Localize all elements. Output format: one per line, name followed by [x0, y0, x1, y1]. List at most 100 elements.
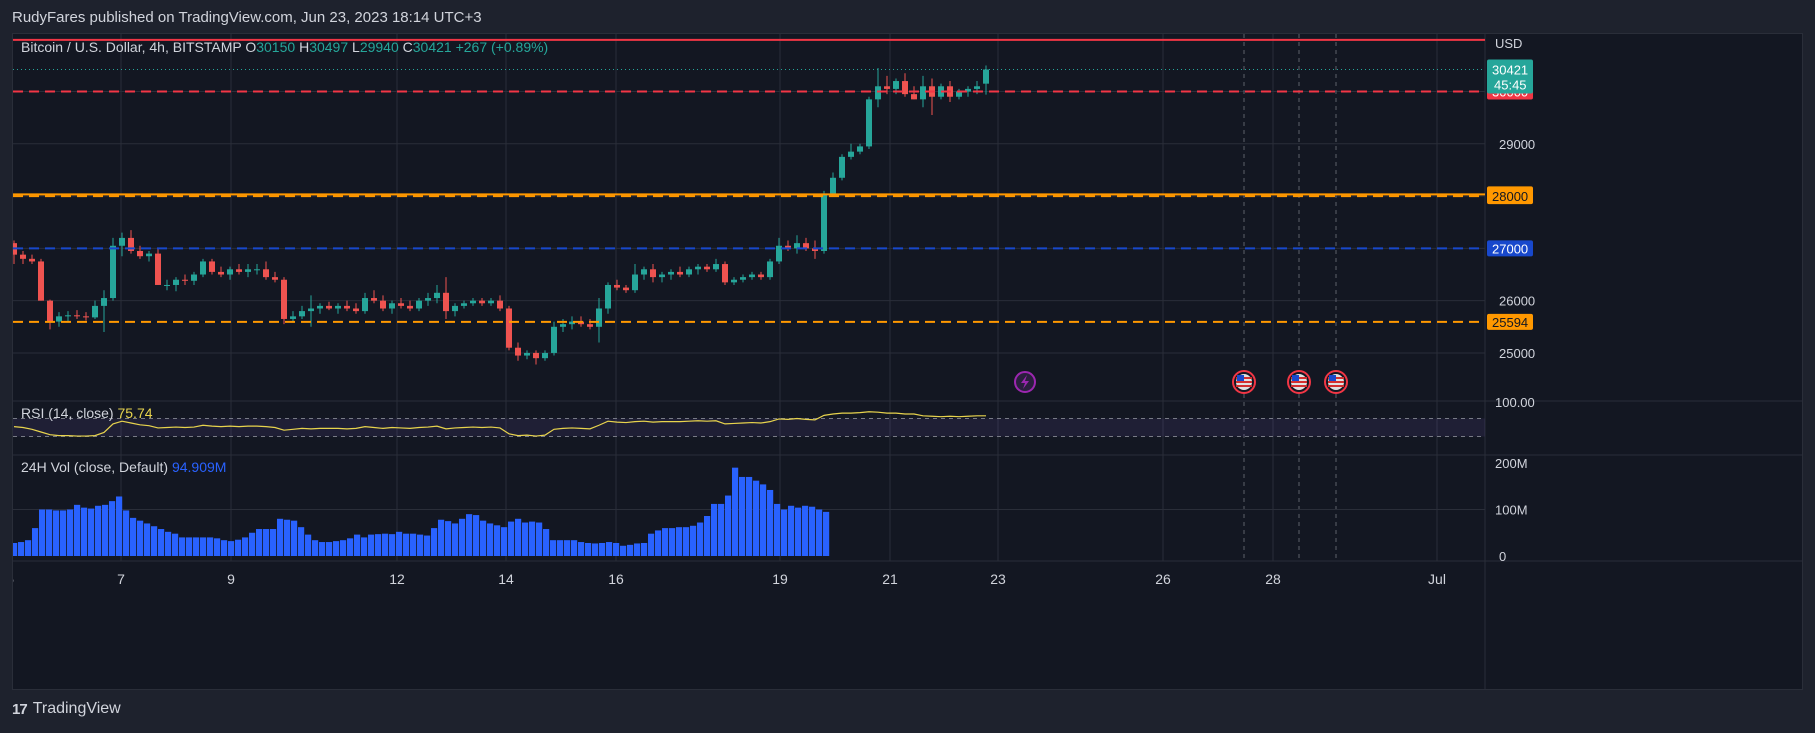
- chart-frame[interactable]: 250002600029000USD3000028032280002700025…: [12, 33, 1803, 690]
- candle: [173, 277, 179, 292]
- volume-bar: [445, 521, 452, 556]
- volume-bar: [130, 517, 137, 556]
- volume-bar: [585, 542, 592, 556]
- volume-bar: [564, 540, 571, 556]
- candle-body: [605, 284, 611, 309]
- candle: [875, 67, 881, 108]
- volume-bar: [53, 510, 60, 556]
- candle-body: [569, 321, 575, 325]
- candle: [677, 266, 683, 278]
- volume-bar: [228, 541, 235, 556]
- candle-body: [713, 264, 719, 270]
- volume-bar: [557, 540, 564, 556]
- candle-body: [893, 81, 899, 89]
- candle-body: [335, 305, 341, 309]
- volume-bar: [319, 542, 326, 556]
- volume-tick-label: 100M: [1495, 503, 1528, 518]
- legend-part: C: [403, 39, 413, 55]
- candle-body: [695, 266, 701, 270]
- candle: [47, 299, 53, 330]
- candle-body: [785, 245, 791, 249]
- volume-bar: [221, 540, 228, 556]
- volume-bar: [683, 527, 690, 556]
- volume-bar: [256, 529, 263, 556]
- x-tick-label: 23: [990, 571, 1006, 587]
- candle: [569, 316, 575, 330]
- volume-bar: [753, 480, 760, 556]
- candle-body: [965, 88, 971, 92]
- volume-bar: [438, 519, 445, 556]
- volume-bar: [634, 543, 641, 556]
- volume-bar: [347, 538, 354, 556]
- legend-part: 30150: [256, 39, 299, 55]
- candle: [110, 237, 116, 301]
- volume-bar: [291, 520, 298, 556]
- volume-bar: [312, 540, 319, 556]
- candle-body: [452, 305, 458, 312]
- flag-canton: [1237, 375, 1244, 381]
- candle-body: [821, 193, 827, 251]
- candle: [236, 264, 242, 275]
- rsi-legend: RSI (14, close) 75.74: [21, 405, 153, 421]
- price-level-tag: [1487, 313, 1533, 330]
- candle: [668, 269, 674, 280]
- candle: [146, 250, 152, 262]
- volume-bar: [739, 476, 746, 556]
- volume-bar: [361, 537, 368, 556]
- candle: [380, 295, 386, 312]
- candle: [20, 250, 26, 265]
- candle: [326, 301, 332, 311]
- candle: [641, 266, 647, 280]
- candle-body: [164, 284, 170, 286]
- volume-bar: [543, 529, 550, 556]
- candle: [596, 298, 602, 343]
- volume-bar: [494, 525, 501, 556]
- candle: [353, 303, 359, 314]
- candle: [695, 264, 701, 275]
- candle: [83, 312, 89, 321]
- x-tick-label: 28: [1265, 571, 1281, 587]
- candle: [839, 154, 845, 181]
- volume-bar: [396, 531, 403, 556]
- price-level-label: 27000: [1492, 241, 1528, 256]
- price-tick-label: 29000: [1499, 137, 1535, 152]
- candle: [812, 240, 818, 259]
- candle: [74, 310, 80, 319]
- candle: [119, 232, 125, 257]
- candle-body: [74, 315, 80, 317]
- candle: [866, 96, 872, 150]
- volume-bar: [193, 537, 200, 556]
- volume-bar: [333, 541, 340, 556]
- tradingview-logo[interactable]: 17 TradingView: [12, 700, 121, 718]
- volume-bar: [116, 496, 123, 556]
- chart-svg[interactable]: 250002600029000USD3000028032280002700025…: [13, 34, 1802, 689]
- candle-body: [308, 308, 314, 312]
- candle: [470, 298, 476, 306]
- volume-bar: [39, 509, 46, 556]
- candle: [290, 311, 296, 322]
- legend-part: 30497: [309, 39, 352, 55]
- candle-body: [794, 243, 800, 249]
- candle-body: [416, 300, 422, 309]
- candle-body: [254, 269, 260, 271]
- flag-stripe: [1236, 385, 1252, 387]
- candle: [461, 300, 467, 309]
- volume-bar: [809, 506, 816, 556]
- candle: [830, 172, 836, 197]
- volume-bar: [732, 467, 739, 556]
- rsi-band: [13, 418, 1485, 437]
- volume-bar: [235, 539, 242, 556]
- candle: [848, 143, 854, 160]
- candle: [920, 75, 926, 108]
- volume-bar: [774, 503, 781, 556]
- candle-body: [290, 316, 296, 319]
- candle: [92, 300, 98, 319]
- volume-legend-part: 24H Vol (close, Default): [21, 459, 172, 475]
- candle: [443, 277, 449, 319]
- candle: [515, 342, 521, 361]
- candle-body: [281, 279, 287, 319]
- candle: [722, 261, 728, 285]
- candle-body: [200, 261, 206, 275]
- candle-body: [110, 245, 116, 299]
- candle-body: [668, 271, 674, 275]
